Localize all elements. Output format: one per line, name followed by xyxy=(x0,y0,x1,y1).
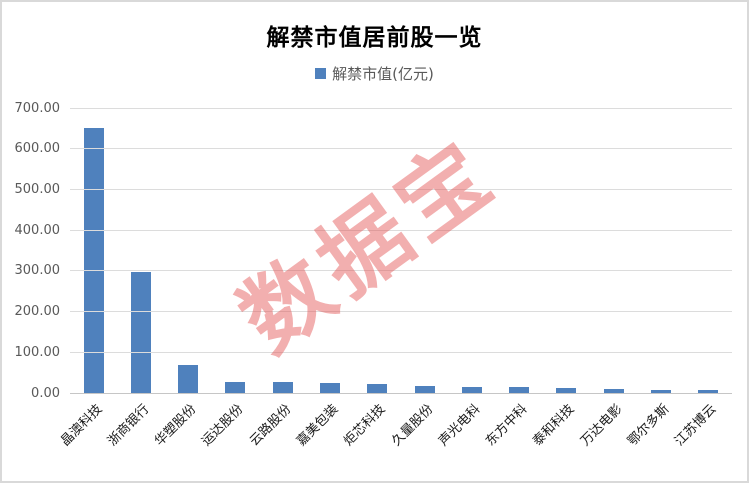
bar-slot xyxy=(165,108,212,393)
bar xyxy=(556,387,577,393)
gridline xyxy=(70,107,732,109)
bar xyxy=(320,383,341,393)
bar xyxy=(698,390,719,393)
bar-slot xyxy=(448,108,495,393)
gridline xyxy=(70,351,732,353)
bar-series xyxy=(70,108,732,393)
gridline xyxy=(70,270,732,272)
bar-slot xyxy=(637,108,684,393)
x-axis-category-label: 声光电科 xyxy=(435,401,484,450)
chart-title: 解禁市值居前股一览 xyxy=(266,24,483,51)
bar xyxy=(272,382,293,393)
y-axis-tick-label: 500.00 xyxy=(14,181,61,197)
bar-slot xyxy=(590,108,637,393)
bar xyxy=(603,389,624,393)
bar-slot xyxy=(212,108,259,393)
x-axis-category-label: 运达股份 xyxy=(199,401,247,450)
legend-marker-icon xyxy=(315,68,327,79)
x-axis-category-label: 晶澳科技 xyxy=(57,401,106,450)
y-axis-tick-label: 100.00 xyxy=(14,344,61,360)
x-axis-category-label: 东方中科 xyxy=(483,401,531,450)
bar-slot xyxy=(496,108,543,393)
bar-slot xyxy=(401,108,448,393)
bar xyxy=(651,389,672,393)
x-axis-category-label: 泰和科技 xyxy=(530,401,578,450)
x-axis-category-label: 炬芯科技 xyxy=(341,401,389,450)
gridline xyxy=(70,311,732,313)
gridline xyxy=(70,148,732,150)
y-axis-tick-labels: 0.00 100.00 200.00 300.00 400.00 500.00 600.00… xyxy=(2,101,61,401)
x-axis-category-label: 久量股份 xyxy=(388,401,437,450)
x-axis-category-label: 浙商银行 xyxy=(104,401,153,450)
x-axis-category-label: 云路股份 xyxy=(246,401,295,450)
bar xyxy=(367,384,388,393)
y-axis-tick-label: 300.00 xyxy=(14,263,61,279)
bar-slot xyxy=(70,108,117,393)
x-axis-category-labels: 晶澳科技 浙商银行 华塑股份 运达股份 云路股份 嘉美包装 炬芯科技 久量股份 声光电科 东方中科… xyxy=(58,397,732,481)
bar xyxy=(178,364,199,393)
y-axis-tick-label: 0.00 xyxy=(31,385,60,401)
bar-slot xyxy=(306,108,353,393)
bar-slot xyxy=(117,108,164,393)
y-axis-tick-label: 400.00 xyxy=(14,222,61,238)
x-axis-category-label: 嘉美包装 xyxy=(294,401,342,450)
x-axis-category-label: 华塑股份 xyxy=(152,401,200,450)
bar xyxy=(83,128,104,393)
x-axis-category-label: 江苏博云 xyxy=(672,401,720,450)
bar-slot xyxy=(543,108,590,393)
bar-slot xyxy=(685,108,732,393)
bar xyxy=(225,381,246,393)
legend: 解禁市值(亿元) xyxy=(2,63,747,84)
y-axis-tick-label: 700.00 xyxy=(14,100,61,116)
y-axis-tick-label: 600.00 xyxy=(14,141,61,157)
bar xyxy=(509,386,530,393)
bar-slot xyxy=(354,108,401,393)
x-axis-category-label: 鄂尔多斯 xyxy=(625,401,673,450)
gridline xyxy=(70,229,732,231)
x-axis-category-label: 万达电影 xyxy=(577,401,626,450)
y-axis-tick-label: 200.00 xyxy=(14,304,61,320)
bar xyxy=(414,386,435,393)
bar-slot xyxy=(259,108,306,393)
bar xyxy=(130,271,151,393)
gridline xyxy=(70,188,732,190)
plot-area xyxy=(70,107,732,394)
x-axis-line xyxy=(70,393,732,394)
legend-label: 解禁市值(亿元) xyxy=(332,65,434,83)
bar xyxy=(461,386,482,393)
